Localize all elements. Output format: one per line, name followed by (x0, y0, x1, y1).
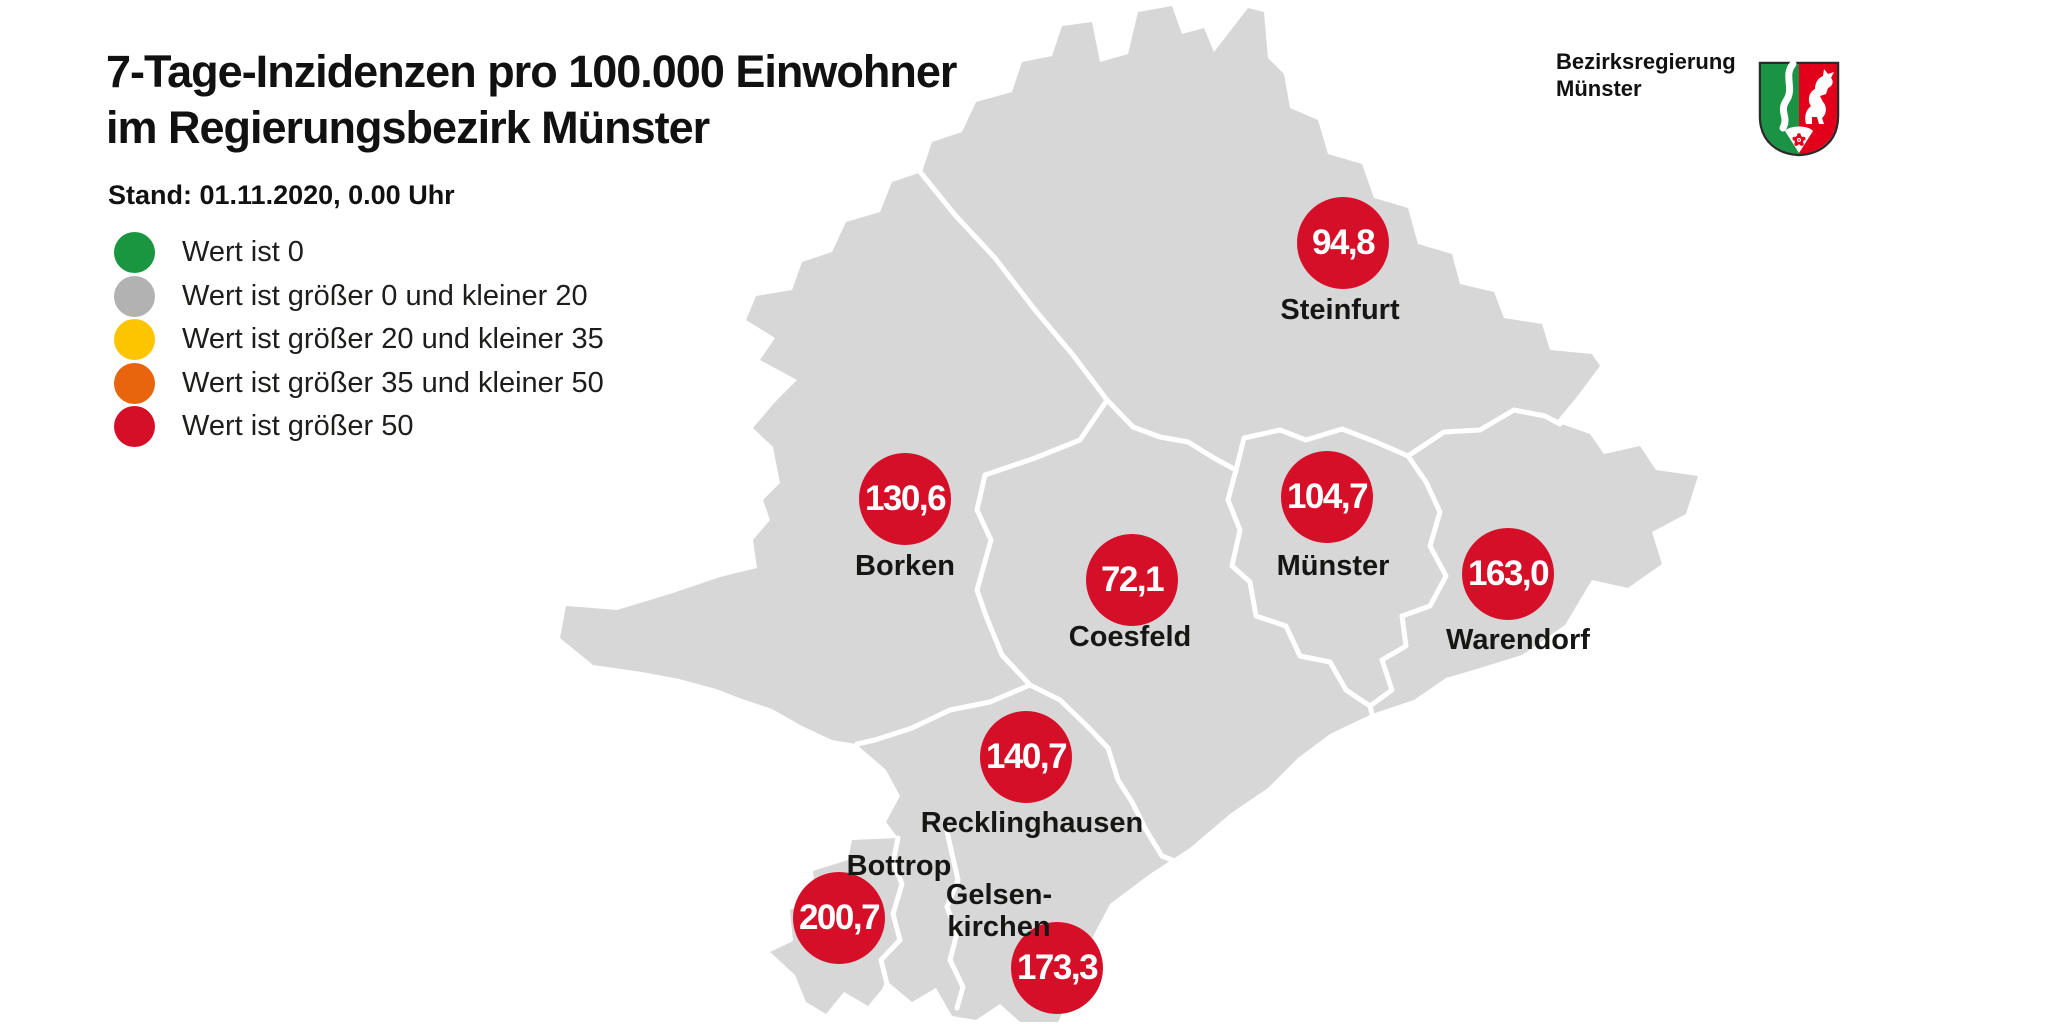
district-label-line: Münster (1276, 550, 1390, 582)
district-label-line: Bottrop (846, 850, 952, 882)
page-title-line1: 7-Tage-Inzidenzen pro 100.000 Einwohner (106, 46, 957, 97)
legend-color-dot (114, 362, 155, 404)
status-date: Stand: 01.11.2020, 0.00 Uhr (108, 180, 455, 210)
district-boundary-coesfeld-recklinghausen (1027, 682, 1175, 863)
org-name: Bezirksregierung Münster (1556, 48, 1736, 102)
incidence-value: 140,7 (985, 737, 1068, 776)
lippe-rose-icon (1792, 133, 1806, 146)
district-boundary-steinfurt-coesfeld (982, 397, 1239, 478)
incidence-value: 130,6 (864, 479, 947, 518)
district-boundary-borken-coesfeld (974, 472, 1033, 688)
incidence-value-circle-gelsenkirchen: 173,3 (1011, 922, 1103, 1014)
nrw-coat-of-arms-icon (1758, 60, 1840, 157)
org-name-line1: Bezirksregierung (1556, 49, 1736, 74)
district-label-recklinghausen: Recklinghausen (921, 807, 1143, 839)
incidence-value: 200,7 (798, 898, 881, 937)
district-label-line: kirchen (947, 911, 1051, 943)
district-boundary-bottrop (874, 835, 905, 1011)
page-title-line2: im Regierungsbezirk Münster (106, 102, 710, 153)
incidence-value: 163,0 (1467, 554, 1550, 593)
district-boundary-borken-steinfurt (918, 170, 1110, 403)
incidence-value-circle-coesfeld: 72,1 (1086, 534, 1178, 626)
incidence-value-circle-münster: 104,7 (1281, 451, 1373, 543)
district-label-coesfeld: Coesfeld (1069, 621, 1191, 653)
legend-item-0: Wert ist 0 (114, 231, 604, 275)
incidence-value-circle-borken: 130,6 (859, 453, 951, 545)
legend-item-label: Wert ist größer 50 (182, 410, 414, 443)
legend-item-2: Wert ist größer 20 und kleiner 35 (114, 318, 604, 362)
district-label-warendorf: Warendorf (1446, 624, 1590, 656)
district-boundary-steinfurt-warendorf (1405, 407, 1563, 459)
incidence-value-circle-recklinghausen: 140,7 (980, 711, 1072, 803)
district-label-line: Gelsen- (945, 879, 1053, 911)
district-label-line: Warendorf (1446, 624, 1590, 656)
incidence-value: 104,7 (1286, 477, 1369, 516)
district-label-line: Recklinghausen (920, 807, 1144, 839)
legend-item-4: Wert ist größer 50 (114, 405, 604, 449)
district-label-steinfurt: Steinfurt (1280, 294, 1399, 326)
district-label-gelsenkirchen: Gelsen-kirchen (946, 879, 1052, 943)
legend-item-3: Wert ist größer 35 und kleiner 50 (114, 362, 604, 406)
branding: Bezirksregierung Münster (1556, 48, 1736, 102)
district-label-line: Borken (855, 550, 955, 582)
incidence-value: 94,8 (1311, 223, 1376, 262)
page-title: 7-Tage-Inzidenzen pro 100.000 Einwohner … (106, 44, 957, 156)
header: 7-Tage-Inzidenzen pro 100.000 Einwohner … (106, 44, 957, 156)
legend-color-dot (114, 232, 155, 274)
legend-item-label: Wert ist größer 20 und kleiner 35 (182, 323, 604, 356)
district-label-bottrop: Bottrop (847, 850, 952, 882)
legend-color-dot (114, 319, 155, 361)
legend: Wert ist 0 Wert ist größer 0 und kleiner … (114, 231, 604, 449)
legend-item-label: Wert ist 0 (182, 236, 304, 269)
map-landmass (560, 6, 1698, 1022)
incidence-value-circle-warendorf: 163,0 (1462, 528, 1554, 620)
incidence-value-circle-steinfurt: 94,8 (1297, 197, 1389, 289)
district-label-borken: Borken (855, 550, 955, 582)
org-name-line2: Münster (1556, 76, 1642, 101)
legend-item-label: Wert ist größer 0 und kleiner 20 (182, 279, 588, 312)
incidence-value: 72,1 (1100, 560, 1165, 599)
district-label-line: Coesfeld (1068, 621, 1192, 653)
district-boundary-gelsenkirchen (942, 819, 966, 1011)
legend-item-1: Wert ist größer 0 und kleiner 20 (114, 275, 604, 319)
district-boundary-borken-recklinghausen (854, 682, 1033, 747)
district-boundary-muenster-city (1225, 426, 1449, 717)
incidence-value: 173,3 (1016, 948, 1099, 987)
legend-color-dot (114, 275, 155, 317)
legend-color-dot (114, 406, 155, 448)
district-label-münster: Münster (1277, 550, 1390, 582)
incidence-value-circle-bottrop: 200,7 (793, 872, 885, 964)
district-label-line: Steinfurt (1280, 294, 1400, 326)
legend-item-label: Wert ist größer 35 und kleiner 50 (182, 366, 604, 399)
